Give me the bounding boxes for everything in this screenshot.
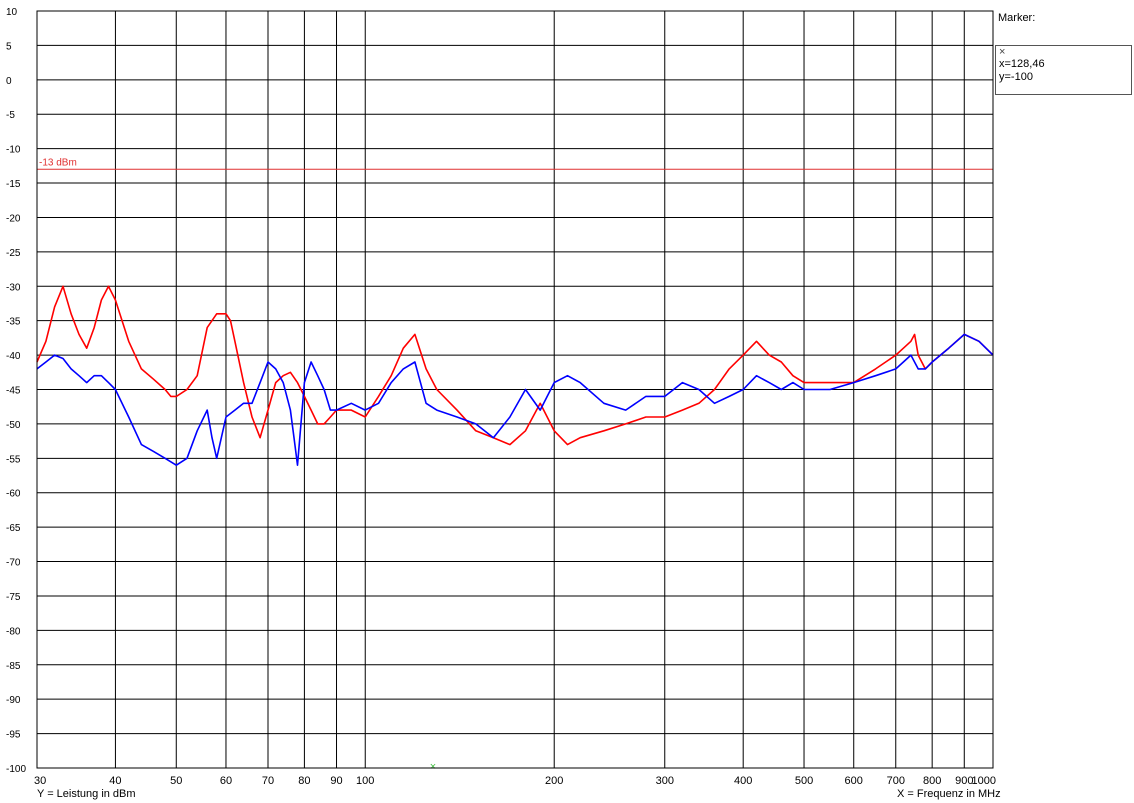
tick-labels: 1050-5-10-15-20-25-30-35-40-45-50-55-60-…	[6, 7, 996, 787]
y-tick-label: -35	[6, 317, 21, 328]
y-axis-label: Y = Leistung in dBm	[37, 788, 136, 800]
x-tick-label: 500	[795, 775, 813, 787]
y-tick-label: -100	[6, 764, 26, 775]
plot-border	[36, 10, 994, 769]
x-tick-label: 200	[545, 775, 563, 787]
y-tick-label: -80	[6, 626, 21, 637]
marker-position-icon: ×	[430, 761, 436, 773]
x-tick-label: 1000	[972, 775, 996, 787]
y-tick-label: -70	[6, 558, 21, 569]
y-tick-label: -90	[6, 695, 21, 706]
x-tick-label: 40	[109, 775, 121, 787]
grid	[36, 10, 994, 769]
x-tick-label: 90	[330, 775, 342, 787]
limit-line-label: -13 dBm	[39, 157, 77, 168]
x-tick-label: 60	[220, 775, 232, 787]
x-tick-label: 100	[356, 775, 374, 787]
marker-y-value: y=-100	[999, 71, 1033, 83]
y-tick-label: 5	[6, 41, 12, 52]
y-tick-label: -30	[6, 282, 21, 293]
y-tick-label: -40	[6, 351, 21, 362]
marker-x-value: x=128,46	[999, 58, 1045, 70]
y-tick-label: 0	[6, 76, 12, 87]
y-tick-label: -50	[6, 420, 21, 431]
series-line-0	[36, 285, 994, 446]
x-tick-label: 900	[955, 775, 973, 787]
y-tick-label: -45	[6, 386, 21, 397]
y-tick-label: -15	[6, 179, 21, 190]
x-tick-label: 800	[923, 775, 941, 787]
x-tick-label: 70	[262, 775, 274, 787]
x-axis-label: X = Frequenz in MHz	[897, 788, 1001, 800]
x-tick-label: 30	[34, 775, 46, 787]
y-tick-label: -20	[6, 213, 21, 224]
y-tick-label: -25	[6, 248, 21, 259]
x-tick-label: 50	[170, 775, 182, 787]
y-tick-label: -85	[6, 661, 21, 672]
series-line-1	[36, 333, 994, 466]
y-tick-label: 10	[6, 7, 18, 18]
x-tick-label: 80	[298, 775, 310, 787]
y-tick-label: -75	[6, 592, 21, 603]
x-tick-label: 400	[734, 775, 752, 787]
y-tick-label: -5	[6, 110, 15, 121]
x-tick-label: 300	[656, 775, 674, 787]
y-tick-label: -55	[6, 454, 21, 465]
series-layer	[36, 285, 994, 466]
marker-title: Marker:	[998, 12, 1036, 24]
marker-readout-box: × x=128,46 y=-100	[995, 45, 1132, 95]
y-tick-label: -10	[6, 145, 21, 156]
y-tick-label: -95	[6, 730, 21, 741]
y-tick-label: -65	[6, 523, 21, 534]
y-tick-label: -60	[6, 489, 21, 500]
x-tick-label: 700	[887, 775, 905, 787]
limit-line-layer: -13 dBm	[37, 157, 993, 170]
x-tick-label: 600	[845, 775, 863, 787]
marker-cross-icon: ×	[999, 46, 1006, 58]
